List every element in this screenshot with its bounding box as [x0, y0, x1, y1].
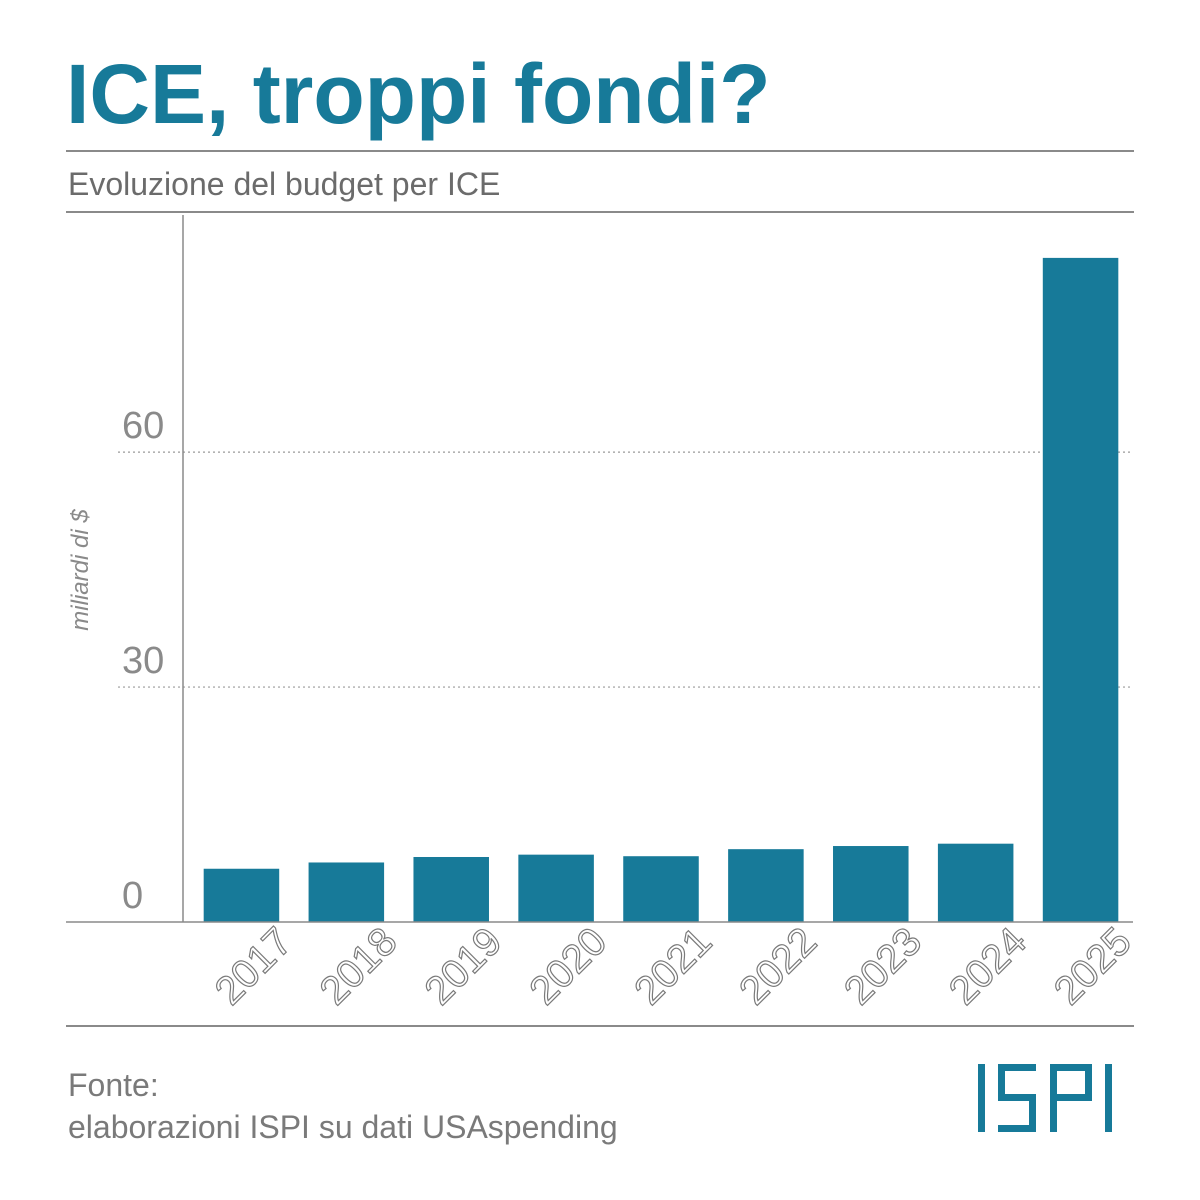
y-tick-label: 60	[122, 405, 164, 447]
subtitle-divider	[66, 211, 1134, 213]
source-note: Fonte: elaborazioni ISPI su dati USAspen…	[68, 1064, 618, 1148]
source-text: elaborazioni ISPI su dati USAspending	[68, 1109, 618, 1145]
x-tick-label: 2019	[416, 919, 510, 1013]
bar-chart: 0 30 60 2017 2018 2019 2020 2021 2022 2023 2024 20…	[66, 215, 1140, 1014]
x-tick-label: 2021	[626, 919, 720, 1013]
y-tick-label: 0	[122, 875, 143, 917]
bar-2020	[518, 854, 594, 922]
bar-2024	[937, 843, 1014, 922]
y-axis-label: miliardi di $	[67, 509, 94, 631]
x-tick-label: 2022	[731, 919, 825, 1013]
source-label: Fonte:	[68, 1067, 159, 1103]
footer-divider	[66, 1025, 1134, 1027]
bar-2021	[623, 856, 699, 922]
x-tick-label: 2017	[207, 919, 301, 1013]
gridlines	[118, 451, 1133, 688]
bar-2022	[728, 849, 804, 922]
bar-2018	[308, 862, 385, 922]
chart-title: ICE, troppi fondi?	[66, 47, 771, 141]
bar-2019	[413, 856, 489, 922]
chart-subtitle: Evoluzione del budget per ICE	[68, 166, 501, 202]
x-tick-label: 2024	[941, 919, 1035, 1013]
x-tick-label: 2018	[312, 919, 406, 1013]
x-tick-labels: 2017 2018 2019 2020 2021 2022 2023 2024 2025	[206, 919, 1140, 1014]
x-tick-label: 2025	[1046, 919, 1140, 1013]
ispi-logo	[978, 1064, 1112, 1132]
bar-2017	[203, 868, 280, 922]
y-tick-label: 30	[122, 640, 164, 682]
bar-2025	[1042, 257, 1119, 923]
bar-2023	[833, 846, 909, 922]
x-tick-label: 2023	[836, 919, 930, 1013]
title-divider	[66, 150, 1134, 152]
x-tick-label: 2020	[521, 919, 615, 1013]
bars	[203, 257, 1119, 923]
y-tick-labels: 0 30 60	[122, 405, 164, 917]
